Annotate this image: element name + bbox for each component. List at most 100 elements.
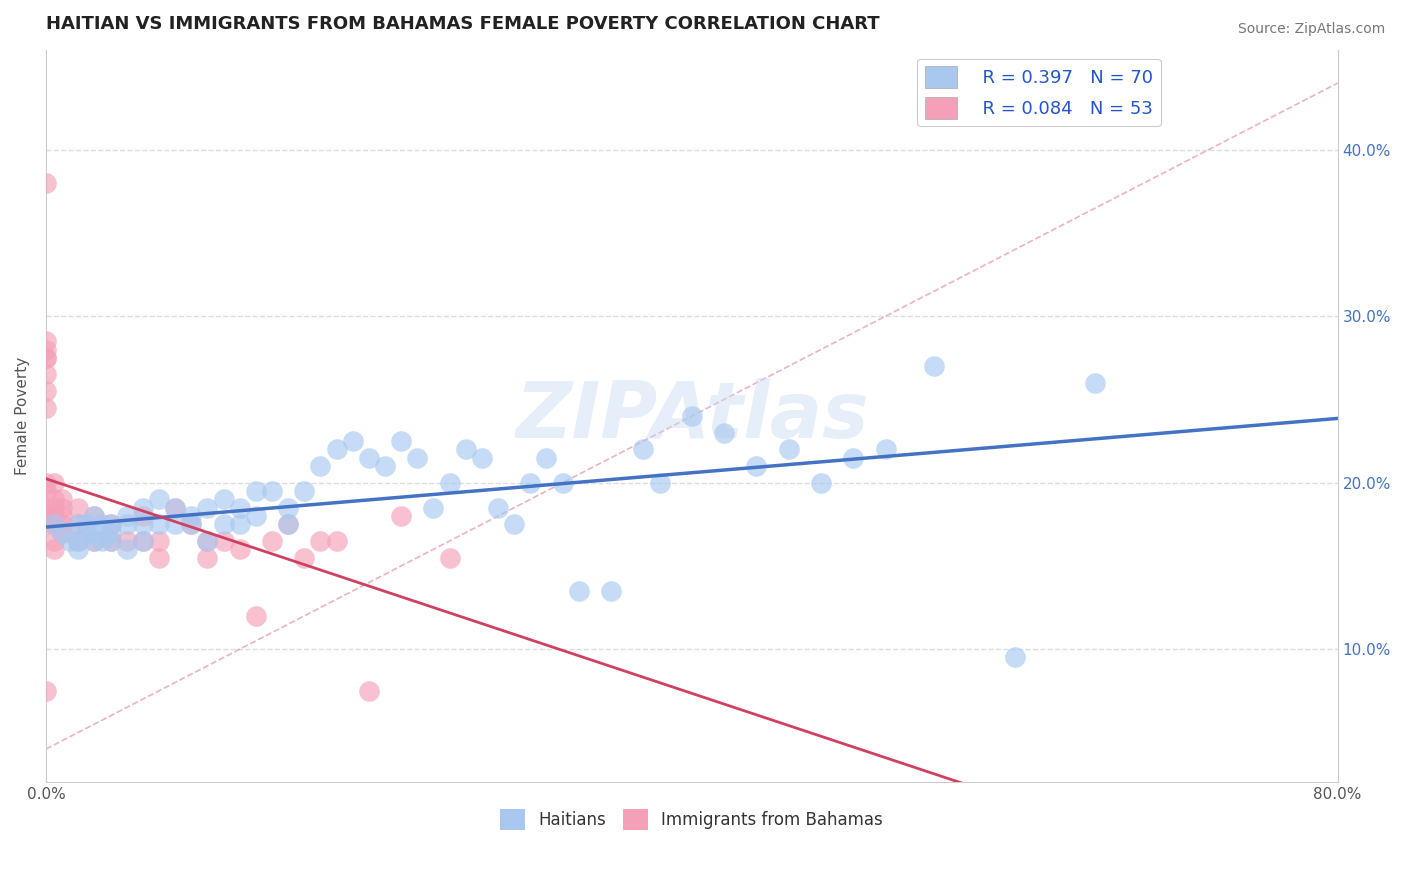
Point [75,525,97,540]
Point [67,533,90,548]
Point [42,508,65,523]
Point [42,542,65,557]
Point [260,533,283,548]
Point [342,434,364,448]
Point [180,517,202,532]
Point [132,533,155,548]
Point [245,483,267,498]
Point [406,450,429,465]
Point [100,533,122,548]
Point [148,533,170,548]
Point [471,450,494,465]
Point [100,533,122,548]
Point [42,533,65,548]
Point [35,475,58,490]
Text: ZIPAtlas: ZIPAtlas [515,378,869,454]
Point [165,500,187,515]
Point [633,442,655,457]
Point [245,608,267,623]
Point [551,475,574,490]
Point [228,500,250,515]
Point [486,500,509,515]
Point [212,517,235,532]
Point [212,492,235,507]
Point [292,550,315,565]
Point [292,483,315,498]
Point [519,475,541,490]
Point [132,533,155,548]
Point [115,542,138,557]
Text: Source: ZipAtlas.com: Source: ZipAtlas.com [1237,22,1385,37]
Point [35,334,58,348]
Point [713,425,735,440]
Point [422,500,444,515]
Point [51,525,73,540]
Point [180,517,202,532]
Point [83,508,105,523]
Point [745,458,768,473]
Point [148,517,170,532]
Point [67,517,90,532]
Point [35,517,58,532]
Point [277,500,299,515]
Point [922,359,945,373]
Point [309,533,332,548]
Point [454,442,477,457]
Point [148,492,170,507]
Point [212,533,235,548]
Point [83,533,105,548]
Point [374,458,396,473]
Point [42,517,65,532]
Point [91,533,114,548]
Point [228,542,250,557]
Point [100,517,122,532]
Point [67,542,90,557]
Point [75,517,97,532]
Point [42,475,65,490]
Point [778,442,800,457]
Point [42,492,65,507]
Point [842,450,865,465]
Point [115,533,138,548]
Point [35,401,58,415]
Point [325,533,347,548]
Point [389,508,412,523]
Point [439,550,461,565]
Point [35,683,58,698]
Point [648,475,671,490]
Point [681,409,703,423]
Point [228,517,250,532]
Point [51,517,73,532]
Legend: Haitians, Immigrants from Bahamas: Haitians, Immigrants from Bahamas [494,803,890,837]
Point [115,508,138,523]
Point [568,583,591,598]
Point [51,508,73,523]
Point [35,351,58,365]
Point [197,550,219,565]
Point [132,508,155,523]
Point [197,533,219,548]
Point [132,500,155,515]
Point [197,533,219,548]
Point [197,500,219,515]
Point [875,442,897,457]
Point [83,508,105,523]
Text: HAITIAN VS IMMIGRANTS FROM BAHAMAS FEMALE POVERTY CORRELATION CHART: HAITIAN VS IMMIGRANTS FROM BAHAMAS FEMAL… [46,15,880,33]
Point [260,483,283,498]
Point [35,368,58,382]
Point [165,517,187,532]
Point [810,475,832,490]
Point [100,517,122,532]
Point [439,475,461,490]
Point [35,176,58,190]
Point [51,492,73,507]
Point [91,517,114,532]
Point [180,508,202,523]
Point [165,500,187,515]
Y-axis label: Female Poverty: Female Poverty [15,357,30,475]
Point [42,517,65,532]
Point [35,343,58,357]
Point [503,517,526,532]
Point [83,525,105,540]
Point [309,458,332,473]
